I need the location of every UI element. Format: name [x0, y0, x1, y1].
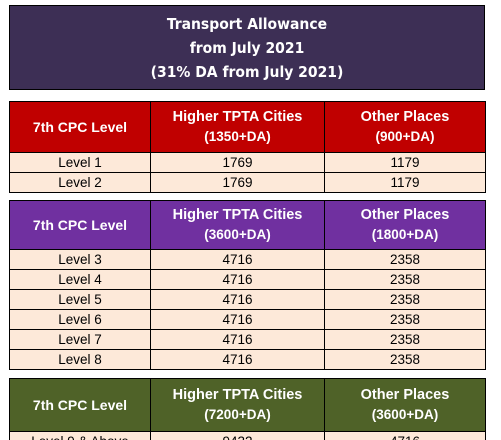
header-rate: (1800+DA)	[371, 227, 439, 242]
level-cell: Level 3	[9, 249, 151, 270]
higher-amount-cell: 1769	[150, 172, 325, 193]
header-rate: (7200+DA)	[204, 407, 271, 422]
table-row: Level 9 & Above 9432 4716	[9, 431, 486, 440]
header-title: Other Places	[360, 207, 450, 223]
title-line-2: from July 2021	[189, 38, 305, 57]
higher-tpta-column-header: Higher TPTA Cities (7200+DA)	[150, 378, 325, 432]
title-line-3: (31% DA from July 2021)	[150, 62, 344, 81]
higher-amount-cell: 1769	[150, 152, 325, 173]
allowance-table-level-9-above: 7th CPC Level Higher TPTA Cities (7200+D…	[9, 378, 486, 440]
other-amount-cell: 2358	[324, 329, 486, 350]
title-line-1: Transport Allowance	[166, 14, 328, 33]
other-amount-cell: 2358	[324, 269, 486, 290]
table-row: Level 8 4716 2358	[9, 349, 486, 370]
table-row: Level 2 1769 1179	[9, 172, 486, 193]
other-amount-cell: 2358	[324, 289, 486, 310]
level-column-header: 7th CPC Level	[9, 200, 151, 250]
higher-amount-cell: 4716	[150, 269, 325, 290]
level-column-header: 7th CPC Level	[9, 378, 151, 432]
table-header-row: 7th CPC Level Higher TPTA Cities (7200+D…	[9, 378, 486, 432]
header-rate: (3600+DA)	[204, 227, 271, 242]
header-title: Higher TPTA Cities	[172, 387, 303, 403]
higher-amount-cell: 9432	[150, 431, 325, 440]
table-header-row: 7th CPC Level Higher TPTA Cities (3600+D…	[9, 200, 486, 250]
header-rate: (1350+DA)	[204, 129, 271, 144]
header-rate: (900+DA)	[375, 129, 435, 144]
header-title: Higher TPTA Cities	[172, 109, 303, 125]
other-amount-cell: 2358	[324, 249, 486, 270]
higher-amount-cell: 4716	[150, 289, 325, 310]
table-row: Level 7 4716 2358	[9, 329, 486, 350]
level-cell: Level 4	[9, 269, 151, 290]
level-column-header: 7th CPC Level	[9, 101, 151, 153]
title-banner: Transport Allowance from July 2021 (31% …	[9, 5, 485, 90]
other-places-column-header: Other Places (3600+DA)	[324, 378, 486, 432]
level-cell: Level 6	[9, 309, 151, 330]
table-row: Level 3 4716 2358	[9, 249, 486, 270]
allowance-table-levels-1-2: 7th CPC Level Higher TPTA Cities (1350+D…	[9, 101, 486, 193]
other-amount-cell: 4716	[324, 431, 486, 440]
higher-amount-cell: 4716	[150, 349, 325, 370]
other-places-column-header: Other Places (1800+DA)	[324, 200, 486, 250]
level-cell: Level 2	[9, 172, 151, 193]
higher-amount-cell: 4716	[150, 249, 325, 270]
other-amount-cell: 2358	[324, 349, 486, 370]
table-row: Level 5 4716 2358	[9, 289, 486, 310]
higher-tpta-column-header: Higher TPTA Cities (3600+DA)	[150, 200, 325, 250]
table-row: Level 6 4716 2358	[9, 309, 486, 330]
header-title: Other Places	[360, 387, 450, 403]
higher-amount-cell: 4716	[150, 329, 325, 350]
table-row: Level 1 1769 1179	[9, 152, 486, 173]
other-amount-cell: 1179	[324, 172, 486, 193]
table-row: Level 4 4716 2358	[9, 269, 486, 290]
level-cell: Level 9 & Above	[9, 431, 151, 440]
header-title: Higher TPTA Cities	[172, 207, 303, 223]
other-amount-cell: 1179	[324, 152, 486, 173]
other-amount-cell: 2358	[324, 309, 486, 330]
header-rate: (3600+DA)	[371, 407, 439, 422]
header-title: Other Places	[360, 109, 450, 125]
level-cell: Level 1	[9, 152, 151, 173]
level-cell: Level 7	[9, 329, 151, 350]
level-cell: Level 5	[9, 289, 151, 310]
higher-amount-cell: 4716	[150, 309, 325, 330]
level-cell: Level 8	[9, 349, 151, 370]
table-header-row: 7th CPC Level Higher TPTA Cities (1350+D…	[9, 101, 486, 153]
other-places-column-header: Other Places (900+DA)	[324, 101, 486, 153]
allowance-table-levels-3-8: 7th CPC Level Higher TPTA Cities (3600+D…	[9, 200, 486, 370]
higher-tpta-column-header: Higher TPTA Cities (1350+DA)	[150, 101, 325, 153]
